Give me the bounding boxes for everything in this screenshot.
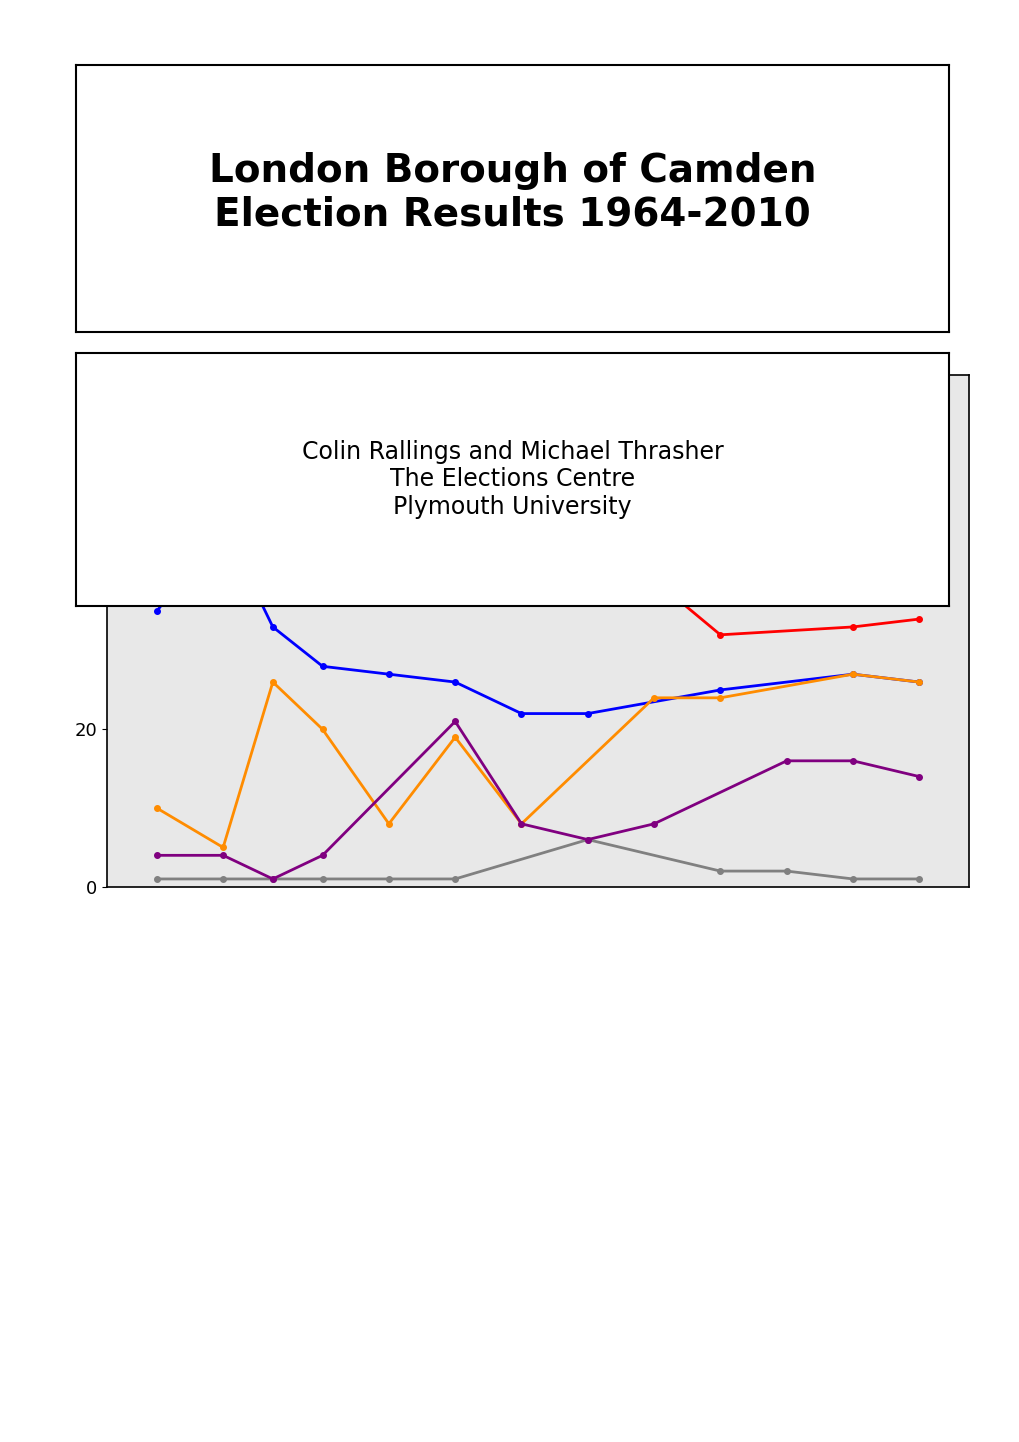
Text: London Borough of Camden
Election Results 1964-2010: London Borough of Camden Election Result… [209,151,815,234]
Text: Colin Rallings and Michael Thrasher
The Elections Centre
Plymouth University: Colin Rallings and Michael Thrasher The … [302,440,722,519]
Text: type 4cat: LB, most recent NAME for distr_ID: Camden, Year_min_distrID: 1974;  Y: type 4cat: LB, most recent NAME for dist… [120,391,556,399]
